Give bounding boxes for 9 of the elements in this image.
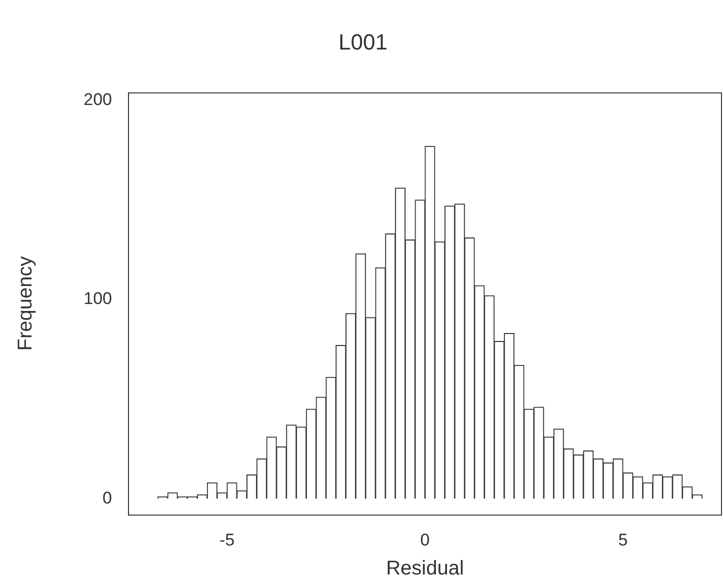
y-tick-label: 100 [84, 289, 112, 308]
y-axis-title: Frequency [14, 256, 37, 351]
y-tick-label: 0 [102, 488, 112, 508]
x-tick-label: 5 [618, 530, 628, 550]
y-tick-label: 200 [84, 90, 112, 110]
chart-title: L001 [338, 29, 388, 54]
x-tick-label: -5 [219, 530, 235, 550]
x-tick-label: 0 [420, 530, 430, 550]
x-axis-title: Residual [386, 558, 464, 580]
